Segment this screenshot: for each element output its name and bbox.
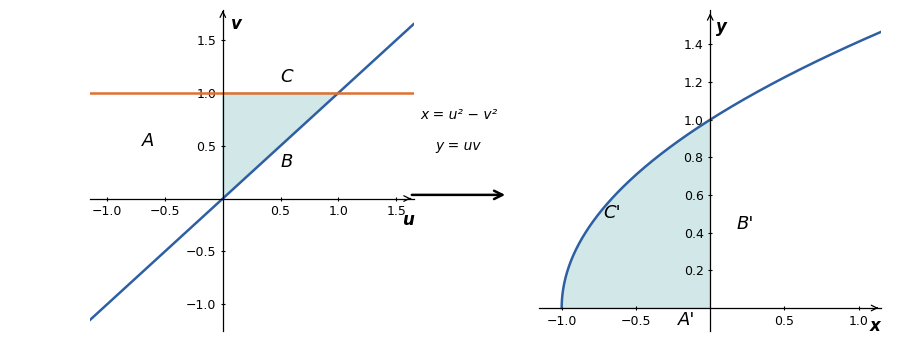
Text: B: B [280, 153, 293, 171]
Text: A': A' [678, 311, 695, 329]
Text: C: C [280, 68, 293, 86]
Text: y: y [717, 18, 727, 36]
Text: u: u [403, 211, 414, 229]
Text: B': B' [737, 215, 754, 233]
Text: v: v [231, 15, 242, 33]
Text: y = uv: y = uv [436, 139, 481, 153]
Text: x = u² − v²: x = u² − v² [420, 108, 497, 122]
Polygon shape [223, 93, 338, 198]
Polygon shape [562, 120, 710, 308]
Text: x: x [869, 317, 880, 335]
Text: C': C' [603, 204, 621, 222]
Text: A: A [142, 132, 155, 150]
